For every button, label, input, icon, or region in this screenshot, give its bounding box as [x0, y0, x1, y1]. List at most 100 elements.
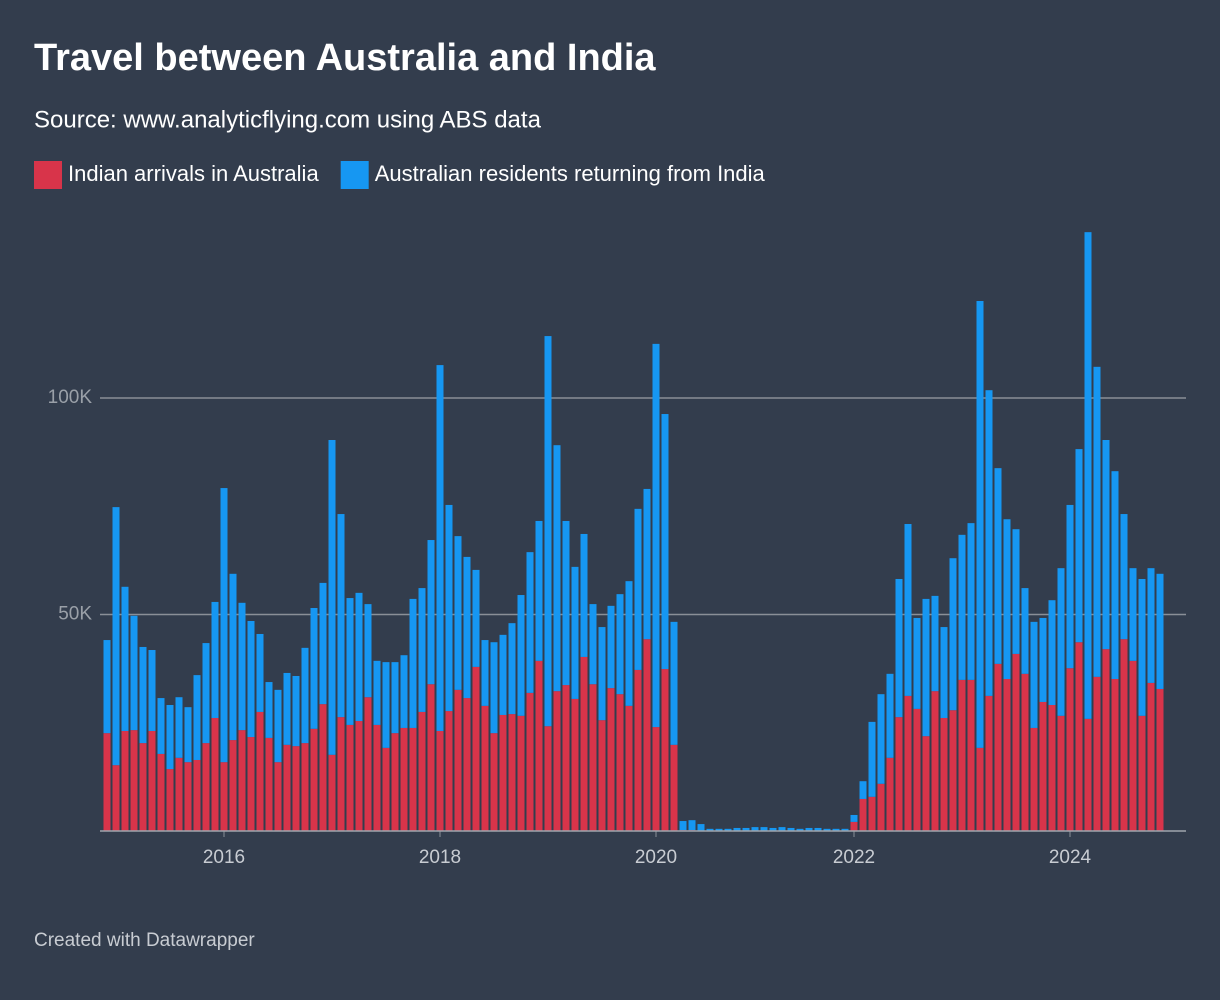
- bar-segment: [220, 762, 228, 831]
- bar-segment: [895, 578, 903, 718]
- bar-segment: [949, 710, 957, 831]
- bar-segment: [1039, 701, 1047, 831]
- bar-segment: [931, 691, 939, 831]
- bar-segment: [454, 689, 462, 831]
- bar-segment: [265, 682, 273, 738]
- bar-segment: [679, 821, 687, 831]
- bar-segment: [310, 728, 318, 831]
- bar-segment: [571, 698, 579, 831]
- bar-segment: [1129, 568, 1137, 661]
- bar-segment: [1057, 715, 1065, 831]
- bar-segment: [562, 685, 570, 831]
- bar-segment: [931, 595, 939, 692]
- bar-segment: [103, 733, 111, 831]
- bar-segment: [391, 662, 399, 734]
- bar-segment: [787, 827, 795, 831]
- bar-segment: [526, 552, 534, 693]
- bar-segment: [112, 765, 120, 831]
- bar-segment: [985, 695, 993, 831]
- bar-segment: [1066, 504, 1074, 669]
- bar-segment: [832, 828, 840, 831]
- bar-segment: [958, 679, 966, 831]
- bar-segment: [661, 669, 669, 831]
- bar-segment: [274, 689, 282, 763]
- y-tick-label: 50K: [58, 604, 92, 625]
- bar-segment: [598, 720, 606, 831]
- bar-segment: [238, 602, 246, 731]
- bar-segment: [283, 744, 291, 831]
- bar-segment: [517, 595, 525, 716]
- bar-segment: [940, 627, 948, 718]
- bar-segment: [688, 820, 696, 831]
- bar-segment: [580, 533, 588, 657]
- bar-segment: [265, 737, 273, 831]
- bar-segment: [508, 623, 516, 715]
- bar-segment: [1147, 682, 1155, 831]
- bar-segment: [868, 721, 876, 797]
- bar-segment: [274, 762, 282, 831]
- bar-segment: [904, 695, 912, 831]
- bar-segment: [373, 724, 381, 831]
- bar-segment: [472, 666, 480, 831]
- legend-swatch: [34, 161, 62, 189]
- bar-segment: [454, 536, 462, 690]
- bar-segment: [814, 827, 822, 831]
- bar-segment: [535, 660, 543, 831]
- bar-segment: [1156, 573, 1164, 689]
- bar-segment: [499, 714, 507, 831]
- bar-segment: [148, 650, 156, 731]
- bar-segment: [859, 798, 867, 831]
- bar-segment: [652, 727, 660, 831]
- bar-segment: [508, 714, 516, 831]
- bar-segment: [769, 827, 777, 831]
- bar-segment: [382, 747, 390, 831]
- bar-segment: [589, 684, 597, 831]
- bar-segment: [886, 673, 894, 758]
- bar-segment: [535, 520, 543, 661]
- bar-segment: [1111, 679, 1119, 831]
- bar-segment: [1138, 578, 1146, 716]
- bar-segment: [193, 759, 201, 831]
- bar-segment: [886, 757, 894, 831]
- bar-segment: [616, 594, 624, 695]
- bar-segment: [1021, 673, 1029, 831]
- bar-segment: [292, 675, 300, 747]
- bar-segment: [427, 684, 435, 831]
- bar-segment: [1012, 529, 1020, 654]
- bar-segment: [166, 769, 174, 831]
- bar-segment: [1003, 519, 1011, 680]
- bar-segment: [1075, 449, 1083, 643]
- bar-segment: [130, 730, 138, 831]
- bar-segment: [958, 534, 966, 680]
- bar-segment: [139, 646, 147, 744]
- bar-segment: [805, 827, 813, 831]
- bar-segment: [337, 717, 345, 831]
- bar-segment: [1093, 366, 1101, 677]
- bar-segment: [400, 655, 408, 728]
- x-tick-label: 2018: [419, 847, 461, 868]
- bar-segment: [1048, 704, 1056, 831]
- bar-segment: [490, 642, 498, 734]
- bar-segment: [778, 827, 786, 831]
- bar-segment: [1156, 688, 1164, 831]
- bar-segment: [148, 730, 156, 831]
- bar-segment: [1111, 471, 1119, 680]
- bar-segment: [121, 730, 129, 831]
- bar-segment: [751, 827, 759, 831]
- bar-segment: [859, 781, 867, 799]
- x-tick-label: 2020: [635, 847, 677, 868]
- bar-segment: [850, 821, 858, 831]
- bar-segment: [1021, 588, 1029, 674]
- bar-segment: [1120, 639, 1128, 831]
- bar-segment: [922, 736, 930, 831]
- bar-segment: [1147, 568, 1155, 683]
- bar-segment: [211, 717, 219, 831]
- bar-segment: [976, 747, 984, 831]
- footer: Created with Datawrapper: [34, 930, 255, 951]
- bar-segment: [247, 620, 255, 738]
- bar-segment: [544, 726, 552, 831]
- bar-segment: [877, 694, 885, 784]
- bar-segment: [292, 746, 300, 831]
- bar-segment: [967, 679, 975, 831]
- bar-segment: [913, 708, 921, 831]
